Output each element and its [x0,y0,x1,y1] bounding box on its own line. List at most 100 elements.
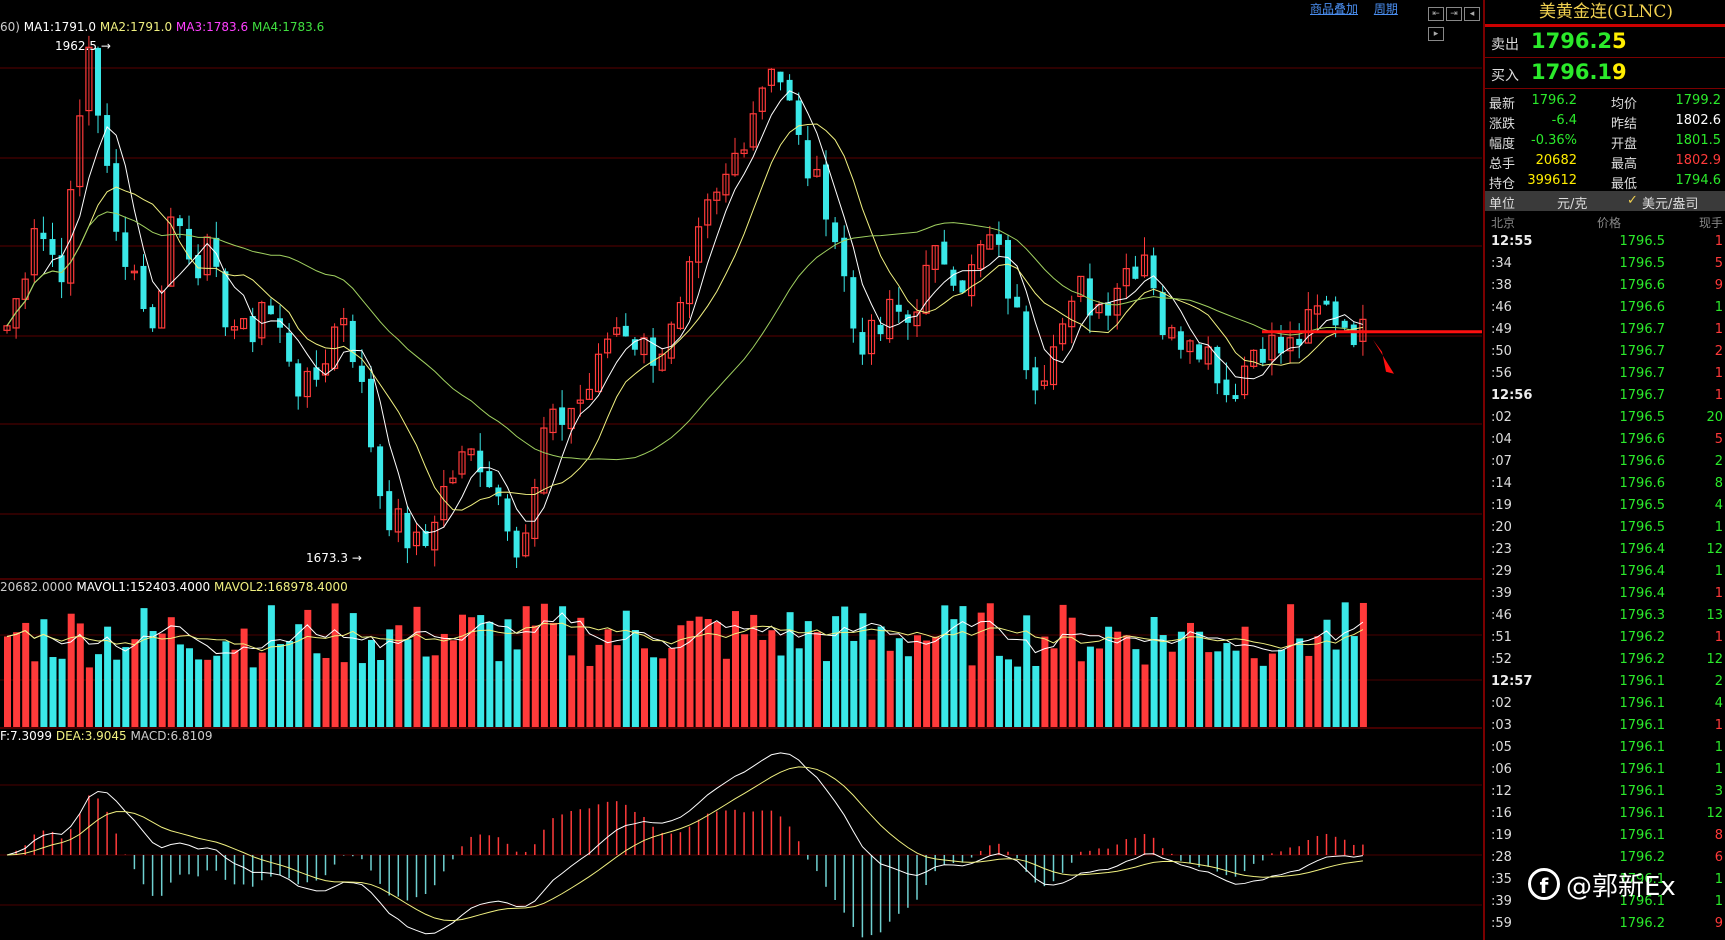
candle-body [1240,365,1249,396]
volume-bar [40,619,48,727]
candle-body [804,140,811,179]
candle-body [504,498,511,532]
candle-body [286,332,293,362]
vol-value: 20682.0000 [0,580,73,594]
volume-bar [1059,604,1067,727]
scroll-left-icon[interactable]: ◂ [1464,7,1480,21]
volume-bar [176,644,184,727]
tick-row[interactable]: :35 1796.1 1 [1485,869,1725,891]
tick-qty: 4 [1714,696,1723,711]
volume-bar [795,648,803,727]
tick-row[interactable]: :23 1796.4 12 [1485,539,1725,561]
tick-row[interactable]: :12 1796.1 3 [1485,781,1725,803]
tick-row[interactable]: :34 1796.5 5 [1485,253,1725,275]
volume-bar [504,619,512,727]
candle-body [585,388,594,400]
overlay-link[interactable]: 商品叠加 [1310,2,1359,16]
volume-bar [4,636,11,727]
candle-body [249,316,256,343]
volume-bar [968,665,976,727]
tick-row[interactable]: 12:57 1796.1 2 [1485,671,1725,693]
volume-bar [577,617,585,727]
tick-row[interactable]: :46 1796.6 1 [1485,297,1725,319]
ask-volume: 5 [1612,29,1627,53]
volume-bar [1323,619,1331,727]
candle-body [986,234,994,250]
candle-body [358,365,365,382]
tick-row[interactable]: :51 1796.2 1 [1485,627,1725,649]
tick-row[interactable]: :19 1796.1 8 [1485,825,1725,847]
volume-bar [204,659,212,727]
macd-dea: DEA:3.9045 [55,729,127,743]
main-legend: 60) MA1:1791.0 MA2:1791.0 MA3:1783.6 MA4… [0,20,324,34]
expand-icon[interactable]: ⇥ [1446,7,1462,21]
tick-row[interactable]: :29 1796.4 1 [1485,561,1725,583]
bid-label: 买入 [1491,68,1519,84]
volume-bar [877,626,885,727]
quote-value: 20682 [1535,153,1577,168]
volume-bar [704,618,712,727]
tick-row[interactable]: :04 1796.6 5 [1485,429,1725,451]
tick-row[interactable]: :05 1796.1 1 [1485,737,1725,759]
tick-row[interactable]: :03 1796.1 1 [1485,715,1725,737]
quote-panel: 美黄金连(GLNC) 卖出 1796.2 5 买入 1796.1 9 最新 179… [1483,0,1725,940]
unit-selector[interactable]: 单位 元/克 ✓ 美元/盎司 [1485,191,1725,212]
tick-row[interactable]: :52 1796.2 12 [1485,649,1725,671]
bid-row[interactable]: 买入 1796.1 9 [1485,58,1725,89]
candle-body [1304,309,1312,344]
tick-row[interactable]: 12:55 1796.5 1 [1485,231,1725,253]
candle-body [1005,240,1011,299]
tick-row[interactable]: :07 1796.6 2 [1485,451,1725,473]
volume-bar [131,639,139,727]
tick-table[interactable]: 12:55 1796.5 1:34 1796.5 5:38 1796.6 9:46 1796.… [1485,231,1725,935]
tick-row[interactable]: :39 1796.1 1 [1485,891,1725,913]
quote-label: 最新 [1489,97,1516,112]
quote-value: 1801.5 [1675,133,1722,148]
volume-bar [531,625,539,727]
tick-price: 1796.1 [1619,828,1666,843]
tick-row[interactable]: :38 1796.6 9 [1485,275,1725,297]
candle-body [867,319,876,355]
tick-row[interactable]: :19 1796.5 4 [1485,495,1725,517]
shrink-icon[interactable]: ⇤ [1428,7,1444,21]
candle-body [786,79,793,101]
tick-qty: 5 [1714,256,1723,271]
tick-qty: 1 [1714,586,1723,601]
tick-qty: 1 [1714,740,1723,755]
volume-bar [13,632,21,727]
candle-body [667,323,675,359]
tick-row[interactable]: :02 1796.5 20 [1485,407,1725,429]
tick-row[interactable]: :06 1796.1 1 [1485,759,1725,781]
volume-bar [222,641,230,727]
kline-chart[interactable]: 60) MA1:1791.0 MA2:1791.0 MA3:1783.6 MA4… [0,0,1482,940]
volume-bar [431,655,439,727]
tick-price: 1796.2 [1619,652,1666,667]
quote-row: 最新 1796.2 均价 1799.2 [1485,91,1725,112]
tick-row[interactable]: :20 1796.5 1 [1485,517,1725,539]
candle-body [1040,380,1049,386]
tick-row[interactable]: :28 1796.2 6 [1485,847,1725,869]
tick-row[interactable]: :56 1796.7 1 [1485,363,1725,385]
candle-body [1113,287,1121,316]
tick-row[interactable]: 12:56 1796.7 1 [1485,385,1725,407]
tick-row[interactable]: :46 1796.3 13 [1485,605,1725,627]
tick-row[interactable]: :14 1796.6 8 [1485,473,1725,495]
tick-row[interactable]: :02 1796.1 4 [1485,693,1725,715]
unit-option-usd-oz[interactable]: 美元/盎司 [1642,197,1699,212]
candle-body [30,228,38,276]
period-link[interactable]: 周期 [1373,2,1398,16]
tick-row[interactable]: :50 1796.7 2 [1485,341,1725,363]
tick-row[interactable]: :49 1796.7 1 [1485,319,1725,341]
tick-qty: 1 [1714,322,1723,337]
volume-bar [677,625,685,727]
tick-time: :29 [1491,564,1512,579]
tick-row[interactable]: :59 1796.2 9 [1485,913,1725,935]
unit-option-yuan-gram[interactable]: 元/克 [1557,197,1588,212]
dea-line [6,766,1363,922]
tick-row[interactable]: :39 1796.4 1 [1485,583,1725,605]
ask-row[interactable]: 卖出 1796.2 5 [1485,27,1725,58]
volume-bar [1141,664,1149,727]
scroll-right-icon[interactable]: ▸ [1428,27,1444,41]
chart-svg[interactable] [0,0,1482,940]
tick-row[interactable]: :16 1796.1 12 [1485,803,1725,825]
